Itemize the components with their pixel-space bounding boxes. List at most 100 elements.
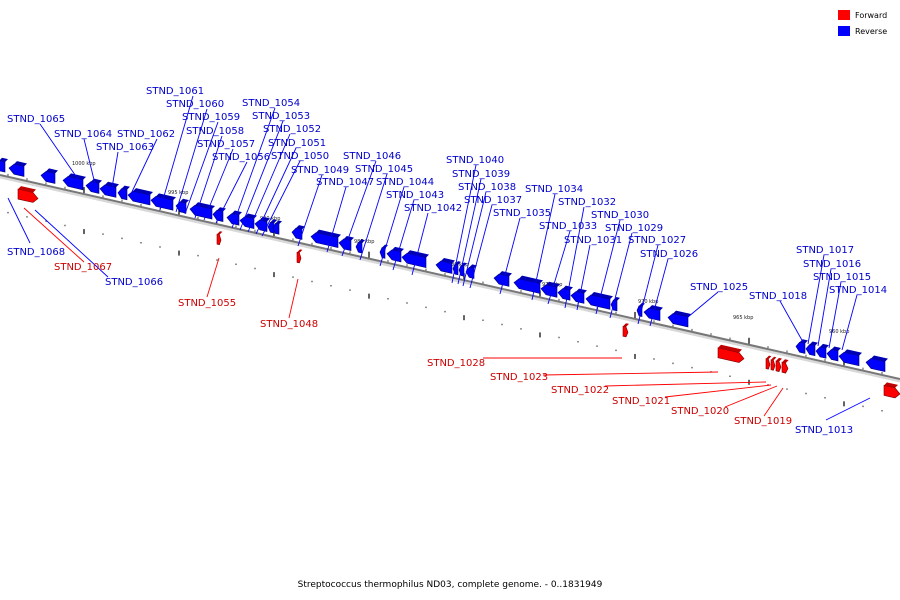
- gene-feature-reverse-12[interactable]: [226, 213, 240, 226]
- gene-label-stnd-1019[interactable]: STND_1019: [734, 416, 792, 427]
- gene-label-stnd-1061[interactable]: STND_1061: [146, 86, 204, 97]
- gene-feature-reverse-24[interactable]: [435, 260, 453, 274]
- gene-feature-reverse-top-43: [871, 355, 888, 362]
- gene-feature-reverse-1[interactable]: [8, 163, 25, 177]
- gene-label-stnd-1027[interactable]: STND_1027: [628, 235, 686, 246]
- gene-label-stnd-1042[interactable]: STND_1042: [404, 203, 462, 214]
- gene-feature-reverse-38[interactable]: [795, 341, 806, 354]
- gene-label-stnd-1056[interactable]: STND_1056: [212, 152, 270, 163]
- gene-feature-reverse-34[interactable]: [610, 299, 618, 312]
- gene-label-stnd-1032[interactable]: STND_1032: [558, 197, 616, 208]
- gene-feature-reverse-32[interactable]: [570, 291, 585, 304]
- gene-feature-reverse-2[interactable]: [40, 171, 56, 184]
- gene-label-stnd-1016[interactable]: STND_1016: [803, 259, 861, 270]
- gene-label-stnd-1022[interactable]: STND_1022: [551, 385, 609, 396]
- leader-line-forward-4: [542, 371, 719, 376]
- gene-label-stnd-1057[interactable]: STND_1057: [197, 139, 255, 150]
- gene-feature-reverse-20[interactable]: [355, 241, 363, 254]
- gene-feature-reverse-42[interactable]: [838, 352, 860, 367]
- gene-feature-forward-6[interactable]: [770, 359, 776, 371]
- gene-feature-reverse-23[interactable]: [401, 252, 427, 268]
- gene-label-stnd-1049[interactable]: STND_1049: [291, 165, 349, 176]
- gene-label-stnd-1063[interactable]: STND_1063: [96, 142, 154, 153]
- gene-label-stnd-1059[interactable]: STND_1059: [182, 112, 240, 123]
- gene-label-stnd-1038[interactable]: STND_1038: [458, 182, 516, 193]
- gene-label-stnd-1021[interactable]: STND_1021: [612, 396, 670, 407]
- gene-label-stnd-1065[interactable]: STND_1065: [7, 114, 65, 125]
- gene-feature-forward-5[interactable]: [765, 358, 771, 370]
- gene-feature-forward-9[interactable]: [883, 385, 900, 399]
- gene-label-stnd-1020[interactable]: STND_1020: [671, 406, 729, 417]
- gene-label-stnd-1067[interactable]: STND_1067: [54, 262, 112, 273]
- gene-label-stnd-1043[interactable]: STND_1043: [386, 190, 444, 201]
- gene-label-stnd-1040[interactable]: STND_1040: [446, 155, 504, 166]
- gene-feature-reverse-26[interactable]: [458, 265, 465, 277]
- gene-label-stnd-1062[interactable]: STND_1062: [117, 129, 175, 140]
- gene-feature-reverse-16[interactable]: [272, 223, 280, 235]
- gene-feature-forward-8[interactable]: [781, 361, 789, 374]
- gene-feature-reverse-19[interactable]: [338, 238, 352, 251]
- gene-label-stnd-1055[interactable]: STND_1055: [178, 298, 236, 309]
- gene-feature-reverse-17[interactable]: [291, 227, 303, 240]
- gene-label-stnd-1058[interactable]: STND_1058: [186, 126, 244, 137]
- gene-feature-reverse-41[interactable]: [826, 349, 839, 362]
- gene-label-stnd-1037[interactable]: STND_1037: [464, 195, 522, 206]
- gene-feature-reverse-28[interactable]: [493, 273, 510, 287]
- gene-label-stnd-1017[interactable]: STND_1017: [796, 245, 854, 256]
- gene-feature-forward-2[interactable]: [296, 251, 302, 264]
- gene-label-stnd-1033[interactable]: STND_1033: [539, 221, 597, 232]
- gene-feature-forward-top-9: [884, 382, 898, 388]
- gene-feature-reverse-29[interactable]: [513, 278, 541, 294]
- gene-label-stnd-1028[interactable]: STND_1028: [427, 358, 485, 369]
- gene-feature-forward-7[interactable]: [775, 360, 782, 372]
- gene-label-stnd-1047[interactable]: STND_1047: [316, 177, 374, 188]
- gene-label-stnd-1039[interactable]: STND_1039: [452, 169, 510, 180]
- leader-line-reverse-25: [469, 204, 493, 289]
- gene-feature-reverse-37[interactable]: [667, 313, 689, 328]
- gene-label-stnd-1054[interactable]: STND_1054: [242, 98, 300, 109]
- gene-label-stnd-1030[interactable]: STND_1030: [591, 210, 649, 221]
- gene-feature-reverse-14[interactable]: [254, 219, 268, 232]
- gene-label-stnd-1023[interactable]: STND_1023: [490, 372, 548, 383]
- gene-feature-reverse-43[interactable]: [865, 358, 886, 373]
- gene-label-stnd-1029[interactable]: STND_1029: [605, 223, 663, 234]
- gene-label-stnd-1052[interactable]: STND_1052: [263, 124, 321, 135]
- gene-feature-reverse-0[interactable]: [0, 160, 6, 173]
- gene-label-stnd-1014[interactable]: STND_1014: [829, 285, 887, 296]
- gene-label-stnd-1068[interactable]: STND_1068: [7, 247, 65, 258]
- gene-feature-forward-1[interactable]: [216, 233, 222, 246]
- gene-feature-reverse-25[interactable]: [452, 263, 459, 276]
- gene-label-stnd-1048[interactable]: STND_1048: [260, 319, 318, 330]
- gene-feature-reverse-10[interactable]: [189, 204, 213, 220]
- gene-label-stnd-1035[interactable]: STND_1035: [493, 208, 551, 219]
- gene-label-stnd-1066[interactable]: STND_1066: [105, 277, 163, 288]
- gene-label-stnd-1031[interactable]: STND_1031: [564, 235, 622, 246]
- gene-label-stnd-1051[interactable]: STND_1051: [268, 138, 326, 149]
- gene-feature-reverse-33[interactable]: [585, 294, 611, 310]
- gene-label-stnd-1026[interactable]: STND_1026: [640, 249, 698, 260]
- gene-label-stnd-1025[interactable]: STND_1025: [690, 282, 748, 293]
- gene-feature-reverse-22[interactable]: [386, 249, 402, 263]
- gene-feature-reverse-40[interactable]: [815, 346, 827, 359]
- gene-feature-reverse-15[interactable]: [267, 221, 275, 234]
- gene-feature-reverse-39[interactable]: [805, 344, 816, 357]
- gene-label-stnd-1060[interactable]: STND_1060: [166, 99, 224, 110]
- gene-label-stnd-1050[interactable]: STND_1050: [271, 151, 329, 162]
- gene-label-stnd-1046[interactable]: STND_1046: [343, 151, 401, 162]
- gene-label-stnd-1034[interactable]: STND_1034: [525, 184, 583, 195]
- leader-line-reverse-8: [203, 148, 234, 221]
- gene-feature-reverse-36[interactable]: [643, 307, 661, 321]
- gene-feature-reverse-27[interactable]: [465, 267, 475, 279]
- gene-label-stnd-1044[interactable]: STND_1044: [376, 177, 434, 188]
- gene-label-stnd-1045[interactable]: STND_1045: [355, 164, 413, 175]
- gene-label-stnd-1064[interactable]: STND_1064: [54, 129, 112, 140]
- gene-label-stnd-1053[interactable]: STND_1053: [252, 111, 310, 122]
- gene-feature-reverse-4[interactable]: [85, 181, 100, 194]
- gene-label-stnd-1018[interactable]: STND_1018: [749, 291, 807, 302]
- gene-feature-reverse-7[interactable]: [127, 190, 151, 206]
- gene-label-stnd-1015[interactable]: STND_1015: [813, 272, 871, 283]
- gene-label-stnd-1013[interactable]: STND_1013: [795, 425, 853, 436]
- gene-feature-forward-3[interactable]: [622, 325, 629, 338]
- gene-feature-reverse-11[interactable]: [212, 209, 224, 222]
- gene-feature-reverse-6[interactable]: [117, 188, 128, 201]
